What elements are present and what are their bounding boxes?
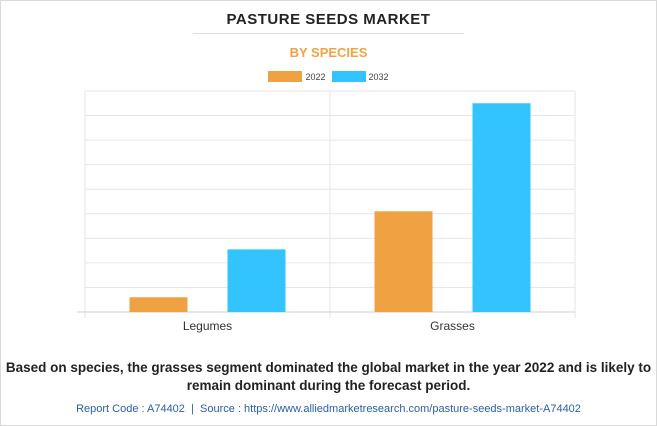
bar-grasses-2032[interactable]: [472, 103, 531, 313]
x-tick-label-grasses: Grasses: [430, 319, 475, 333]
source-link[interactable]: Source : https://www.alliedmarketresearc…: [200, 403, 581, 415]
chart-caption: Based on species, the grasses segment do…: [5, 360, 652, 393]
source-line: Report Code : A74402 | Source : https://…: [0, 403, 657, 415]
legend-item-2022[interactable]: 2022: [268, 71, 326, 82]
source-separator: |: [191, 403, 194, 415]
chart-subtitle: BY SPECIES: [289, 45, 368, 60]
legend: 2022 2032: [0, 71, 657, 82]
report-code: Report Code : A74402: [76, 403, 185, 415]
legend-label-2022: 2022: [305, 71, 326, 82]
chart-title: PASTURE SEEDS MARKET: [226, 11, 431, 28]
legend-label-2032: 2032: [368, 71, 389, 82]
bar-chart: Legumes Grasses: [77, 90, 576, 333]
title-divider: [193, 33, 464, 34]
bar-legumes-2032[interactable]: [227, 249, 286, 312]
bar-grasses-2022[interactable]: [374, 211, 433, 312]
legend-swatch-2022: [268, 71, 303, 82]
legend-item-2032[interactable]: 2032: [331, 71, 389, 82]
x-tick-label-legumes: Legumes: [183, 319, 232, 333]
bar-legumes-2022[interactable]: [129, 297, 188, 312]
legend-swatch-2032: [331, 71, 366, 82]
